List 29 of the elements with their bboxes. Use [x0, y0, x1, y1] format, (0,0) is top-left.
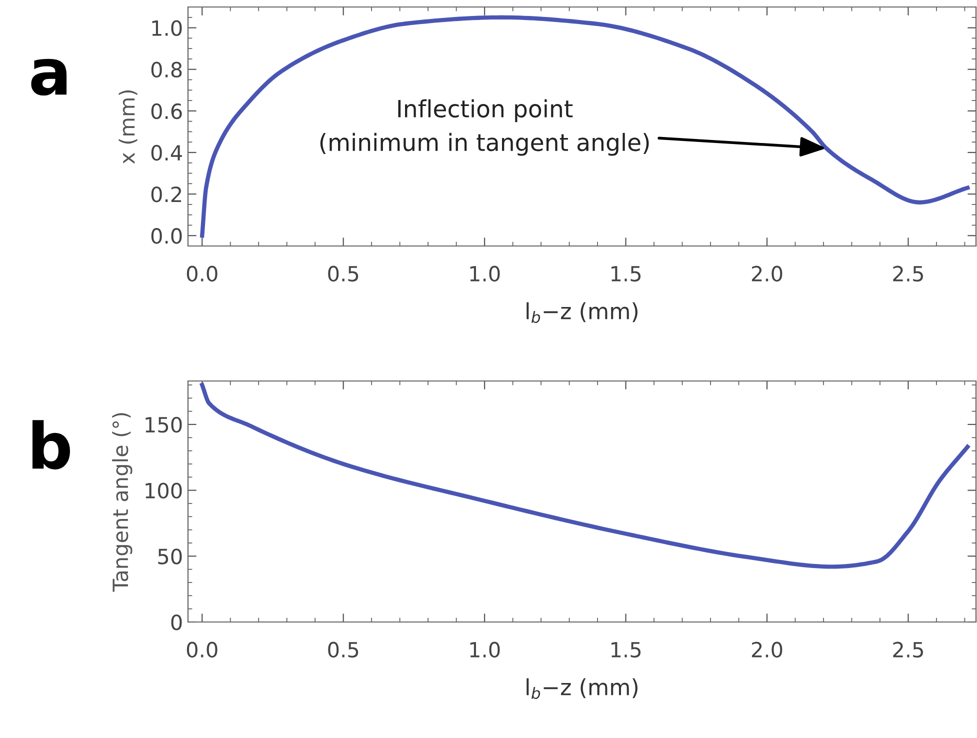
y-axis-title: x (mm)	[118, 90, 138, 164]
x-tick-label: 1.0	[470, 642, 500, 658]
y-tick-label: 100	[146, 482, 182, 499]
x-tick-label: 2.0	[752, 642, 782, 658]
x-tick-label: 1.5	[612, 642, 641, 658]
x-tick-label: 2.5	[893, 266, 923, 282]
x-tick-label: 0.0	[186, 642, 218, 658]
y-tick-label: 0	[171, 614, 182, 630]
y-tick-label: 0.4	[151, 144, 182, 161]
y-tick-label: 150	[146, 416, 182, 433]
x-axis-title: l$_{b}$−z (mm)	[526, 678, 638, 700]
x-tick-label: 0.0	[186, 266, 218, 282]
x-tick-label: 2.0	[752, 266, 782, 282]
y-axis-title: Tangent angle (°)	[112, 413, 132, 592]
text: b	[32, 420, 70, 470]
y-tick-label: 0.2	[151, 186, 182, 202]
text: a	[31, 58, 67, 96]
annotation: Inflection point (minimum in tangent angle)	[320, 99, 649, 156]
x-tick-label: 1.5	[612, 266, 641, 282]
x-tick-label: 0.5	[328, 266, 358, 282]
x-axis-title: l$_{b}$−z (mm)	[526, 302, 638, 324]
x-tick-label: 2.5	[893, 642, 923, 658]
y-tick-label: 1.0	[152, 20, 182, 36]
y-tick-label: 0.8	[151, 62, 182, 78]
x-tick-label: 0.5	[328, 642, 358, 658]
y-tick-label: 0.6	[151, 103, 182, 120]
x-tick-label: 1.0	[470, 266, 500, 282]
y-tick-label: 0.0	[151, 228, 182, 244]
y-tick-label: 50	[158, 548, 182, 564]
